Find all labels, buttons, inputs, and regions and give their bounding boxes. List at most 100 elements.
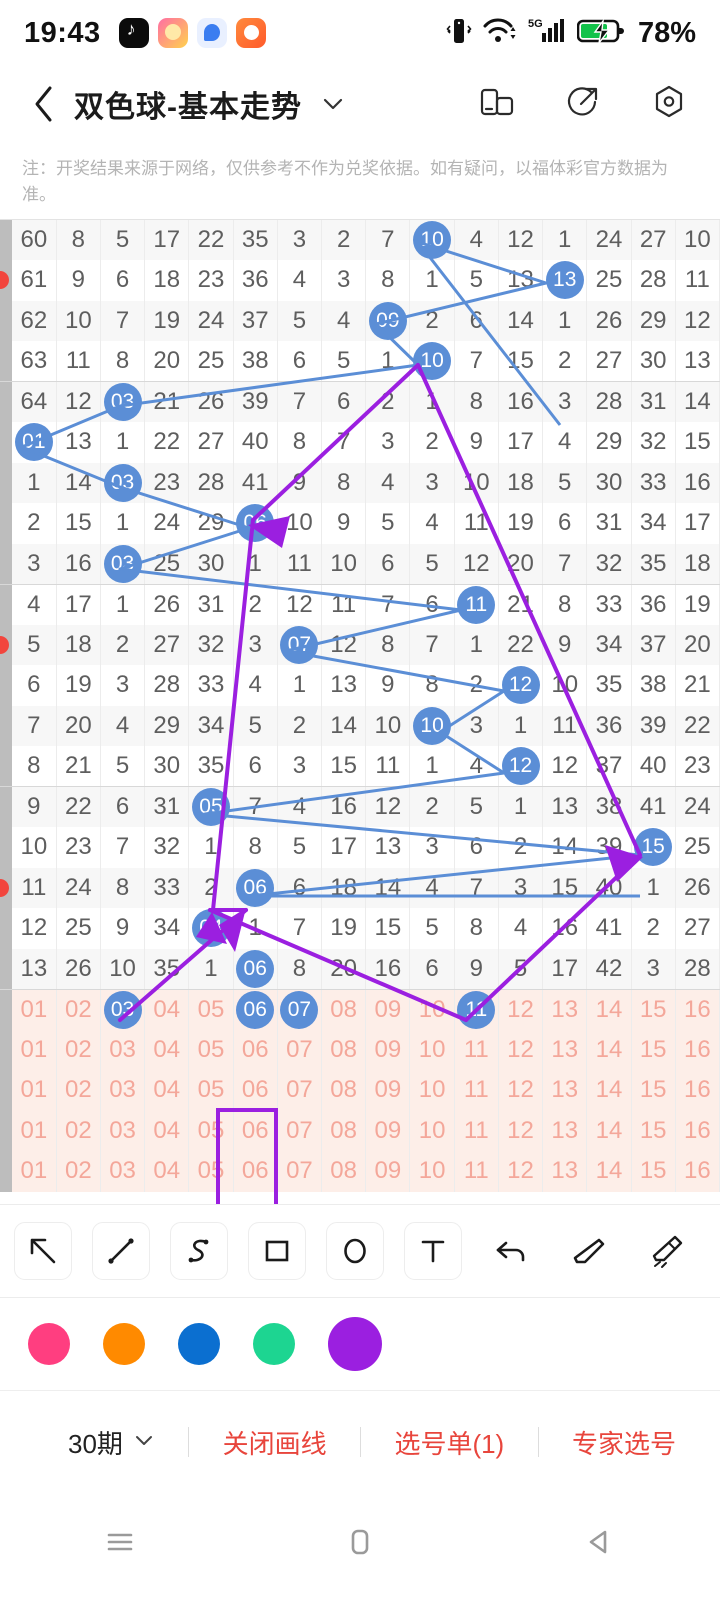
table-cell[interactable]: 02 <box>56 1070 101 1111</box>
table-row[interactable]: 10 23 7 32 1 8 5 17 13 3 6 2 14 39 15 25 <box>0 827 720 868</box>
table-cell[interactable]: 7 <box>277 381 323 423</box>
table-cell[interactable]: 2 <box>631 908 676 949</box>
table-cell[interactable]: 4 <box>409 503 455 544</box>
table-cell[interactable]: 2 <box>233 584 278 625</box>
table-cell[interactable]: 6 <box>277 341 323 383</box>
table-cell[interactable]: 26 <box>586 300 632 342</box>
table-cell[interactable]: 10 <box>56 300 101 342</box>
table-cell[interactable]: 32 <box>631 422 676 463</box>
table-cell[interactable]: 14 <box>586 1110 632 1152</box>
table-cell[interactable]: 5 <box>100 219 146 261</box>
table-cell[interactable]: 40 <box>631 746 676 788</box>
table-cell[interactable]: 07 <box>277 1110 323 1152</box>
table-row[interactable]: 12 25 9 34 04 1 7 19 15 5 8 4 16 41 2 27 <box>0 908 720 949</box>
table-cell[interactable]: 11 <box>454 1029 499 1071</box>
table-cell[interactable]: 14 <box>321 705 367 747</box>
table-cell[interactable]: 25 <box>188 341 234 383</box>
table-cell[interactable]: 04 <box>144 1029 190 1071</box>
table-cell[interactable]: 8 <box>454 908 499 949</box>
table-cell[interactable]: 34 <box>631 503 676 544</box>
table-cell[interactable]: 28 <box>631 260 676 301</box>
selected-number-ball[interactable]: 04 <box>191 909 230 948</box>
table-cell[interactable]: 12 <box>12 908 57 949</box>
table-cell[interactable]: 8 <box>12 746 57 788</box>
table-row[interactable]: 01 13 1 22 27 40 8 7 3 2 9 17 4 29 32 15 <box>0 422 720 463</box>
table-cell[interactable]: 19 <box>56 665 101 706</box>
table-cell[interactable]: 07 <box>277 1070 323 1111</box>
pick-list-button[interactable]: 选号单(1) <box>394 1428 505 1459</box>
table-cell[interactable]: 30 <box>188 543 234 585</box>
table-cell[interactable]: 39 <box>586 827 632 868</box>
table-cell[interactable]: 17 <box>542 948 588 990</box>
table-cell[interactable]: 7 <box>100 300 146 342</box>
table-cell[interactable]: 21 <box>498 584 544 625</box>
table-cell[interactable]: 3 <box>321 260 367 301</box>
table-cell[interactable]: 9 <box>365 665 411 706</box>
table-cell[interactable]: 41 <box>631 786 676 828</box>
table-cell[interactable]: 7 <box>12 705 57 747</box>
table-cell[interactable]: 3 <box>233 624 278 666</box>
table-cell[interactable]: 35 <box>188 746 234 788</box>
table-cell[interactable]: 5 <box>277 827 323 868</box>
table-cell[interactable]: 12 <box>498 746 544 788</box>
table-cell[interactable]: 7 <box>100 827 146 868</box>
table-cell[interactable]: 27 <box>586 341 632 383</box>
table-cell[interactable]: 17 <box>321 827 367 868</box>
table-cell[interactable]: 05 <box>188 1029 234 1071</box>
table-cell[interactable]: 04 <box>144 989 190 1030</box>
table-cell[interactable]: 10 <box>409 1070 455 1111</box>
table-cell[interactable]: 6 <box>277 867 323 909</box>
selected-number-ball[interactable]: 06 <box>236 504 275 543</box>
table-cell[interactable]: 09 <box>365 1151 411 1192</box>
table-cell[interactable]: 14 <box>586 1151 632 1192</box>
table-cell[interactable]: 03 <box>100 1110 146 1152</box>
table-cell[interactable]: 05 <box>188 1110 234 1152</box>
table-cell[interactable]: 16 <box>365 948 411 990</box>
table-row[interactable]: 9 22 6 31 05 7 4 16 12 2 5 1 13 38 41 24 <box>0 786 720 828</box>
table-row[interactable]: 01 02 03 04 05 06 07 08 09 10 11 12 13 14 15 16 <box>0 1151 720 1192</box>
clear-all-tool[interactable] <box>638 1222 696 1280</box>
selected-number-ball[interactable]: 07 <box>280 990 319 1029</box>
table-cell[interactable]: 4 <box>233 665 278 706</box>
table-cell[interactable]: 35 <box>144 948 190 990</box>
table-cell[interactable]: 16 <box>675 989 720 1030</box>
rect-tool[interactable] <box>248 1221 306 1280</box>
table-cell[interactable]: 12 <box>498 219 544 261</box>
table-row[interactable]: 13 26 10 35 1 06 8 20 16 6 9 5 17 42 3 28 <box>0 948 720 990</box>
table-cell[interactable]: 11 <box>675 260 720 301</box>
table-cell[interactable]: 26 <box>56 948 101 990</box>
table-cell[interactable]: 1 <box>409 746 455 788</box>
table-cell[interactable]: 06 <box>233 1110 278 1152</box>
selected-number-ball[interactable]: 13 <box>545 261 584 300</box>
table-cell[interactable]: 3 <box>409 827 455 868</box>
table-cell[interactable]: 1 <box>100 422 146 463</box>
table-cell[interactable]: 19 <box>144 300 190 342</box>
table-cell[interactable]: 7 <box>321 422 367 463</box>
table-cell[interactable]: 4 <box>454 219 499 261</box>
settings-hex-icon[interactable] <box>650 83 688 126</box>
table-cell[interactable]: 09 <box>365 1029 411 1071</box>
table-cell[interactable]: 41 <box>586 908 632 949</box>
table-cell[interactable]: 9 <box>454 948 499 990</box>
table-cell[interactable]: 18 <box>321 867 367 909</box>
table-cell[interactable]: 6 <box>454 300 499 342</box>
table-cell[interactable]: 31 <box>586 503 632 544</box>
table-cell[interactable]: 14 <box>586 1029 632 1071</box>
table-cell[interactable]: 62 <box>12 300 57 342</box>
table-cell[interactable]: 1 <box>454 624 499 666</box>
table-cell[interactable]: 10 <box>409 1151 455 1192</box>
circle-tool[interactable] <box>326 1221 384 1280</box>
table-cell[interactable]: 3 <box>277 219 323 261</box>
table-cell[interactable]: 18 <box>675 543 720 585</box>
table-cell[interactable]: 4 <box>277 260 323 301</box>
table-cell[interactable]: 12 <box>321 624 367 666</box>
table-cell[interactable]: 15 <box>542 867 588 909</box>
table-cell[interactable]: 12 <box>56 381 101 423</box>
table-cell[interactable]: 06 <box>233 503 278 544</box>
table-cell[interactable]: 22 <box>675 705 720 747</box>
table-cell[interactable]: 26 <box>144 584 190 625</box>
table-cell[interactable]: 24 <box>188 300 234 342</box>
table-cell[interactable]: 4 <box>321 300 367 342</box>
table-cell[interactable]: 04 <box>188 908 234 949</box>
table-row[interactable]: 6 19 3 28 33 4 1 13 9 8 2 12 10 35 38 21 <box>0 665 720 706</box>
